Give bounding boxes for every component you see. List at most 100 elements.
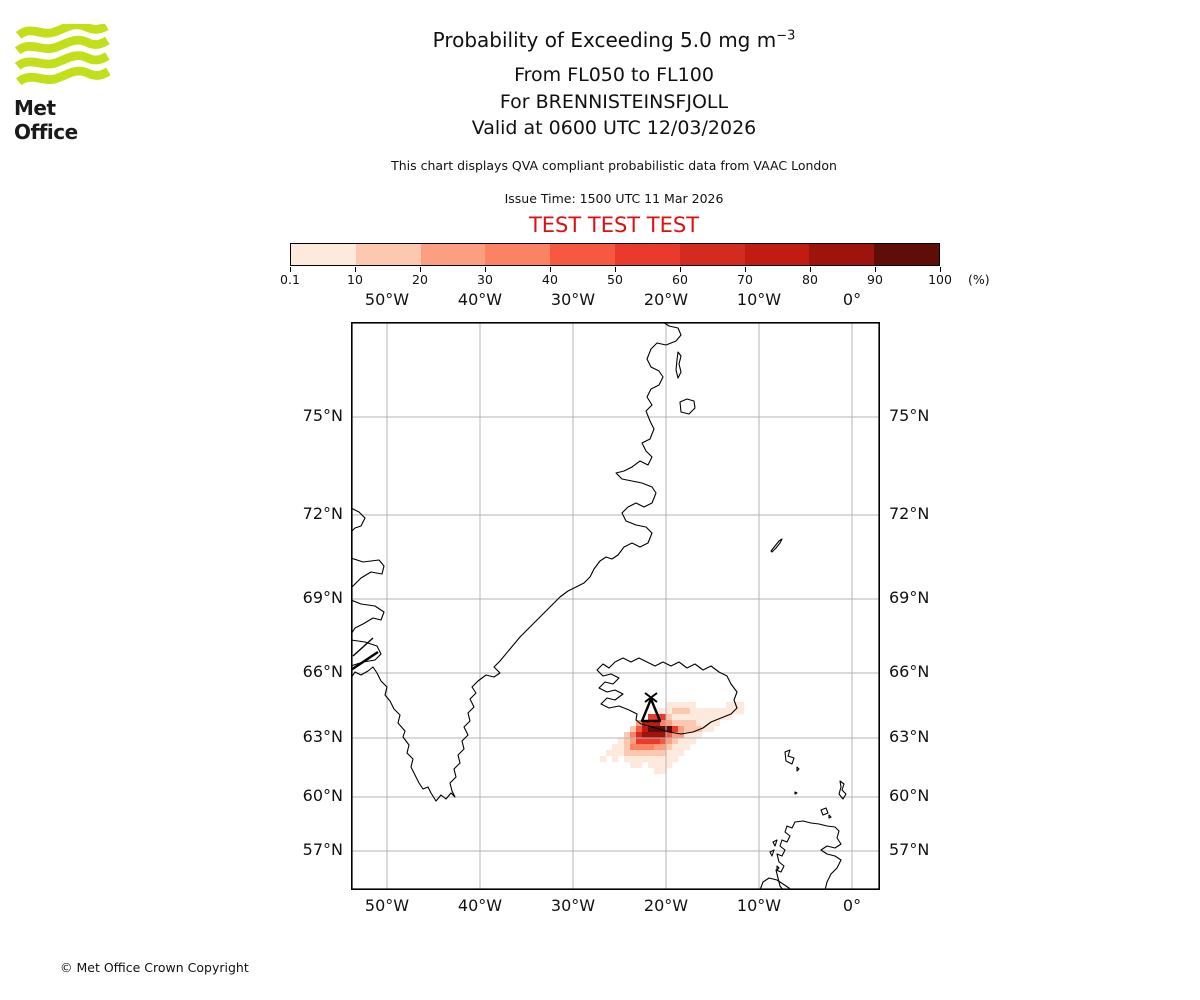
ash-probability-cell <box>696 714 703 721</box>
ash-probability-cell <box>708 720 715 727</box>
lat-tick-label-right: 57°N <box>889 840 930 859</box>
ash-probability-cell <box>654 738 661 745</box>
ash-probability-cell <box>624 744 631 751</box>
colorbar-tick-label: 50 <box>607 272 623 287</box>
chart-title: Probability of Exceeding 5.0 mg m−3 <box>200 28 1028 52</box>
lat-tick-label-left: 57°N <box>302 840 343 859</box>
ash-probability-cell <box>696 720 703 727</box>
ash-probability-cell <box>732 702 739 709</box>
ash-probability-cell <box>690 714 697 721</box>
ash-probability-cell <box>612 744 619 751</box>
ash-probability-cell <box>678 714 685 721</box>
coastline-scoresby-sliver-island <box>675 351 682 379</box>
ash-probability-cell <box>636 744 643 751</box>
ash-probability-cell <box>666 714 673 721</box>
colorbar-segment-10 <box>874 244 939 265</box>
ash-probability-cell <box>690 726 697 733</box>
coastline-faroe-islands <box>784 749 795 765</box>
ash-probability-cell <box>636 750 643 757</box>
ash-probability-cell <box>666 756 673 763</box>
map-border <box>351 322 880 890</box>
colorbar-segment-7 <box>679 244 745 265</box>
lat-tick-label-left: 75°N <box>302 406 343 425</box>
coastline-hebrides-3 <box>776 865 780 871</box>
ash-probability-cell <box>618 744 625 751</box>
ash-probability-cell <box>666 720 673 727</box>
ash-probability-cell <box>678 750 685 757</box>
coastline-hebrides-1 <box>772 839 778 847</box>
ash-probability-cell <box>672 702 679 709</box>
colorbar-tick <box>420 267 421 272</box>
copyright-footer: © Met Office Crown Copyright <box>60 960 249 975</box>
ash-probability-cell <box>684 714 691 721</box>
ash-probability-cell <box>738 702 745 709</box>
lon-tick-label-bottom: 10°W <box>736 896 782 915</box>
subtitle-volcano-name: For BRENNISTEINSFJOLL <box>499 90 729 113</box>
ash-probability-cell <box>702 720 709 727</box>
ash-probability-cell <box>624 756 631 763</box>
lon-tick-label-top: 40°W <box>457 290 503 309</box>
ash-probability-cell <box>654 726 661 733</box>
map-panel <box>351 322 880 890</box>
met-office-logo: Met Office <box>14 20 124 144</box>
lon-tick-label-top: 30°W <box>550 290 596 309</box>
map-svg <box>351 322 880 890</box>
ash-probability-cell <box>672 726 679 733</box>
lat-tick-label-right: 60°N <box>889 786 930 805</box>
met-office-waves-icon <box>14 20 111 86</box>
lat-tick-label-left: 69°N <box>302 588 343 607</box>
ash-probability-cell <box>666 732 673 739</box>
ash-probability-cell <box>666 750 673 757</box>
ash-probability-cell <box>660 726 667 733</box>
ash-probability-cell <box>684 708 691 715</box>
ash-probability-cell <box>630 738 637 745</box>
ash-probability-cell <box>660 750 667 757</box>
ash-probability-cell <box>654 762 661 769</box>
lon-tick-label-bottom: 50°W <box>364 896 410 915</box>
ash-probability-cell <box>630 756 637 763</box>
ash-probability-cell <box>666 726 673 733</box>
lon-tick-label-bottom: 40°W <box>457 896 503 915</box>
ash-probability-cell <box>636 726 643 733</box>
colorbar-gradient <box>290 243 940 266</box>
coastline-scoresby-island <box>679 398 696 415</box>
ash-probability-cell <box>672 720 679 727</box>
ash-probability-cell <box>684 732 691 739</box>
ash-probability-cell <box>660 762 667 769</box>
ash-probability-cell <box>666 708 673 715</box>
ash-probability-cell <box>678 744 685 751</box>
ash-probability-cell <box>666 738 673 745</box>
coastline-ireland-north-coast <box>759 877 792 890</box>
lon-tick-label-top: 10°W <box>736 290 782 309</box>
ash-probability-cell <box>672 750 679 757</box>
ash-probability-cell <box>654 732 661 739</box>
colorbar-tick-label: 20 <box>412 272 428 287</box>
ash-probability-cell <box>648 720 655 727</box>
qva-compliance-note: This chart displays QVA compliant probab… <box>391 158 837 173</box>
coastline-jan-mayen <box>770 538 783 553</box>
lon-tick-label-top: 0° <box>842 290 862 309</box>
ash-probability-cell <box>660 720 667 727</box>
ash-probability-cell <box>654 750 661 757</box>
ash-probability-cell <box>672 732 679 739</box>
ash-probability-cell <box>648 756 655 763</box>
colorbar-tick <box>810 267 811 272</box>
ash-probability-cell <box>684 720 691 727</box>
ash-probability-cell <box>672 714 679 721</box>
lon-tick-label-bottom: 30°W <box>550 896 596 915</box>
ash-probability-cell <box>678 738 685 745</box>
ash-probability-cell <box>660 738 667 745</box>
lon-tick-label-bottom: 0° <box>842 896 862 915</box>
ash-probability-cell <box>618 750 625 757</box>
ash-probability-cell <box>648 732 655 739</box>
ash-probability-cell <box>642 750 649 757</box>
ash-probability-cell <box>660 744 667 751</box>
ash-probability-cell <box>624 732 631 739</box>
coastline-scotland <box>775 820 842 890</box>
coastline-iceland <box>596 657 738 735</box>
lat-tick-label-right: 72°N <box>889 504 930 523</box>
ash-probability-cell <box>690 738 697 745</box>
ash-probability-cell <box>636 756 643 763</box>
colorbar-segment-2 <box>355 244 421 265</box>
